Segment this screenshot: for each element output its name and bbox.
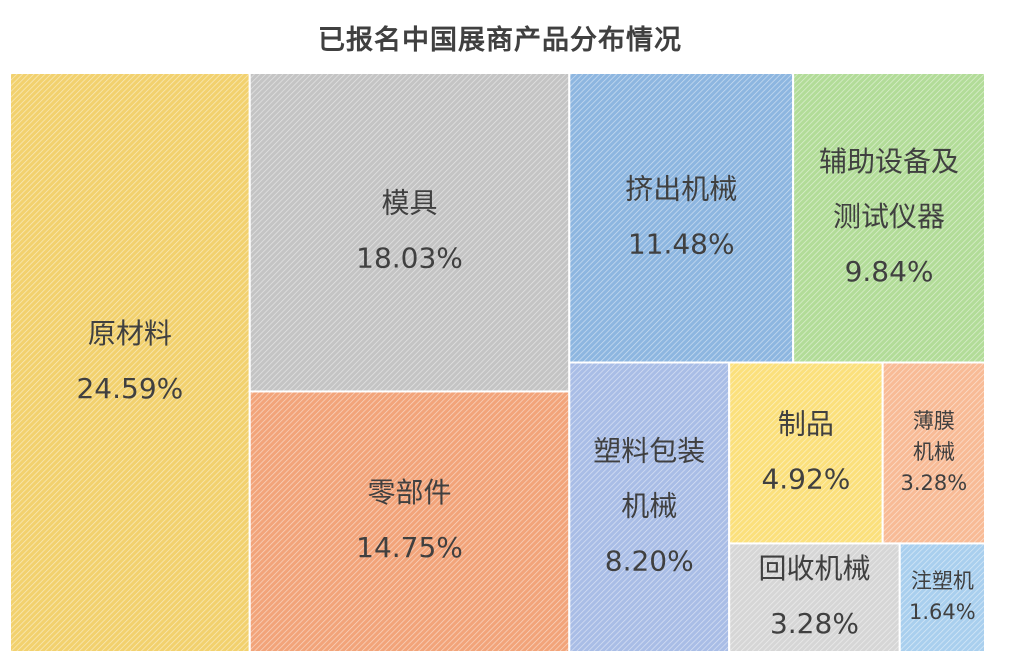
tile-6-hatch [729,362,883,544]
tile-3-name-line: 挤出机械 [625,172,737,205]
tile-3-value-label: 11.48% [628,227,735,260]
tile-0-value-label: 24.59% [76,372,183,405]
tile-8-hatch [729,543,900,652]
tile-4-hatch [793,73,985,363]
tile-3: 挤出机械 11.48% [568,72,795,364]
tile-1: 模具 18.03% [248,72,571,393]
tile-4-name-line: 辅助设备及 [819,145,959,178]
tile-5-name-line: 塑料包装 [593,434,705,467]
tile-2: 零部件 14.75% [248,390,571,653]
tile-8-name-line: 回收机械 [758,552,870,585]
tile-6-name-line: 制品 [778,407,834,440]
tile-2-hatch [249,391,570,652]
tile-9-hatch [899,543,985,652]
tile-7-name-line: 机械 [913,440,955,464]
tile-0: 原材料 24.59% [9,72,251,653]
tile-8: 回收机械 3.28% [728,542,901,653]
tile-2-value-label: 14.75% [356,531,463,564]
tile-1-value-label: 18.03% [356,242,463,275]
tile-0-name-line: 原材料 [88,317,172,350]
tile-7-hatch [882,362,985,544]
tile-5-name-line: 机械 [621,489,677,522]
tile-1-hatch [249,73,570,392]
tile-7-name-line: 薄膜 [913,409,955,433]
tile-9-value-label: 1.64% [909,600,976,624]
tile-5-value-label: 8.20% [605,544,694,577]
tile-2-name-line: 零部件 [368,476,452,509]
tile-9: 注塑机 1.64% [898,542,986,653]
tile-4-value-label: 9.84% [845,255,934,288]
chart-title: 已报名中国展商产品分布情况 [318,25,682,56]
tile-3-hatch [569,73,794,363]
tile-6: 制品 4.92% [728,361,884,545]
tile-9-name-line: 注塑机 [911,569,974,593]
tile-7-value-label: 3.28% [900,471,967,495]
tile-6-value-label: 4.92% [761,462,850,495]
tile-4-name-line: 测试仪器 [833,200,945,233]
tile-5-hatch [569,362,730,652]
tile-8-value-label: 3.28% [770,607,859,640]
tile-1-name-line: 模具 [382,187,438,220]
tile-0-hatch [10,73,250,652]
